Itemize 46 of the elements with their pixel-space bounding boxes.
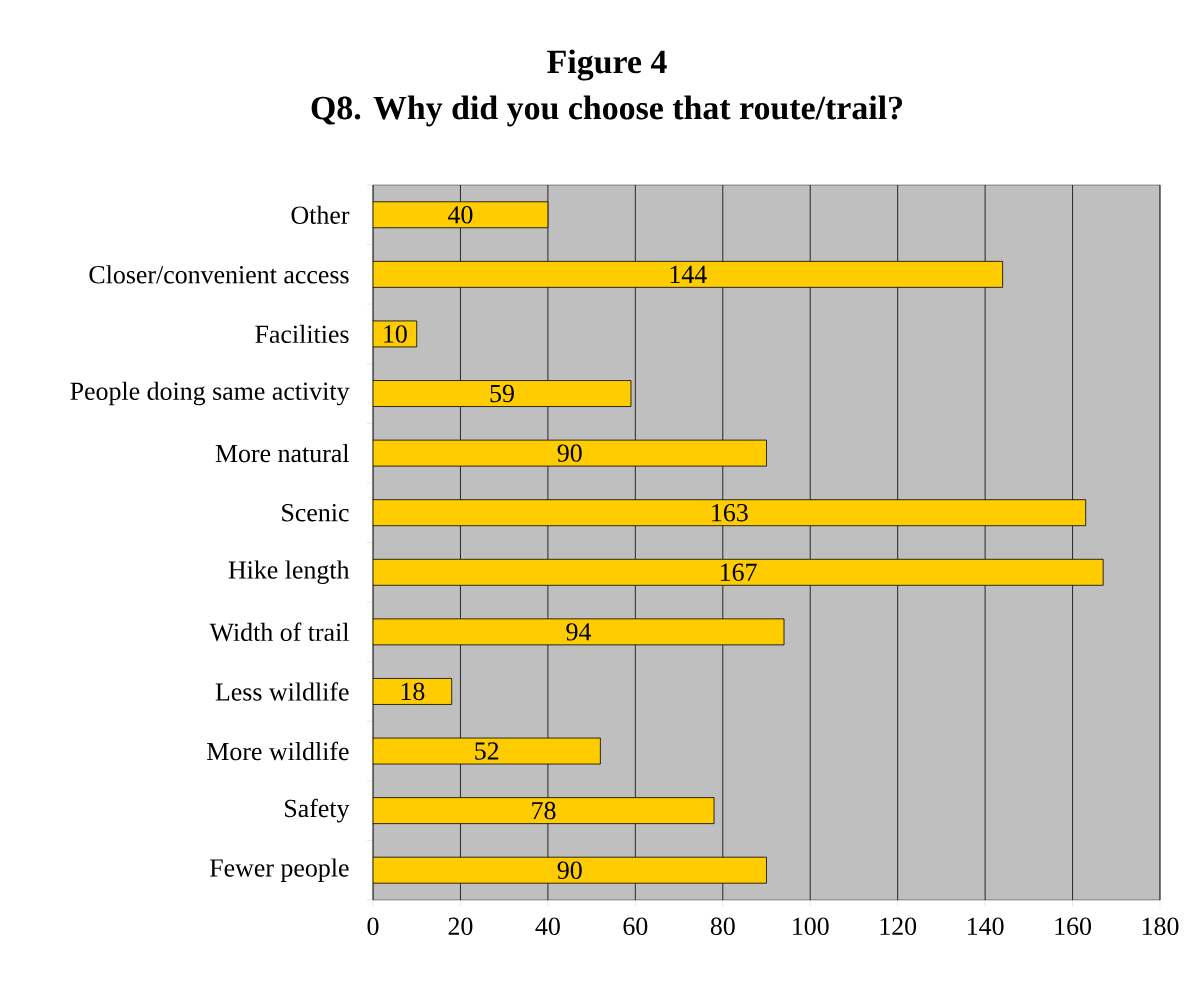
data-label: 90 bbox=[557, 861, 582, 879]
data-label: 163 bbox=[712, 503, 748, 522]
chart-title: Figure 4 bbox=[547, 49, 667, 81]
bar bbox=[373, 260, 1004, 288]
y-tick-label: More natural bbox=[215, 444, 349, 463]
bar bbox=[373, 201, 549, 229]
x-tick-label: 100 bbox=[793, 917, 829, 935]
chart-subtitle: Q8. Why did you choose that route/trail? bbox=[311, 95, 903, 127]
data-label: 90 bbox=[557, 444, 582, 462]
y-tick-label: People doing same activity bbox=[70, 381, 350, 406]
x-tick-label: 120 bbox=[880, 917, 917, 935]
data-label: 40 bbox=[448, 206, 473, 224]
x-tick-label: 140 bbox=[967, 917, 1004, 935]
data-label: 52 bbox=[475, 742, 499, 760]
bar bbox=[373, 856, 767, 884]
y-tick-label: Fewer people bbox=[209, 858, 349, 882]
x-tick-label: 20 bbox=[448, 917, 473, 935]
x-tick-label: 160 bbox=[1055, 917, 1092, 935]
data-label: 10 bbox=[384, 325, 407, 343]
bar bbox=[373, 499, 1087, 527]
bar bbox=[373, 380, 632, 407]
y-tick-label: More wildlife bbox=[207, 741, 349, 761]
data-label: 78 bbox=[532, 801, 556, 820]
y-tick-label: Hike length bbox=[228, 560, 350, 585]
data-label: 18 bbox=[401, 682, 425, 701]
bar bbox=[373, 439, 767, 467]
y-tick-label: Facilities bbox=[255, 324, 349, 344]
y-tick-label: Width of trail bbox=[209, 622, 349, 642]
bar bbox=[373, 618, 785, 646]
y-tick-label: Less wildlife bbox=[215, 682, 349, 701]
data-label: 167 bbox=[720, 563, 757, 581]
x-tick-label: 180 bbox=[1142, 917, 1179, 935]
x-tick-label: 40 bbox=[535, 917, 560, 935]
x-tick-label: 60 bbox=[623, 917, 648, 935]
x-tick-label: 80 bbox=[710, 917, 735, 935]
data-label: 144 bbox=[670, 265, 707, 283]
bar bbox=[373, 737, 601, 765]
y-tick-label: Closer/convenient access bbox=[89, 265, 349, 284]
data-label: 59 bbox=[490, 384, 514, 403]
x-tick-label: 0 bbox=[367, 917, 379, 935]
y-tick-label: Safety bbox=[285, 798, 350, 823]
y-tick-label: Scenic bbox=[282, 503, 349, 522]
data-label: 94 bbox=[566, 623, 592, 641]
y-tick-label: Other bbox=[291, 205, 350, 224]
bar bbox=[373, 558, 1104, 586]
bar bbox=[373, 797, 715, 825]
